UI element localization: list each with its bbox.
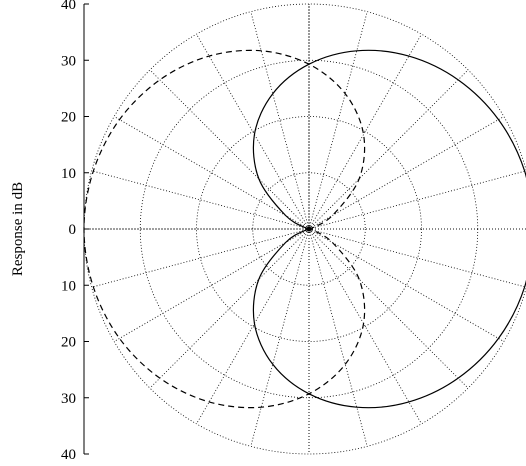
y-tick-label: 10	[61, 166, 76, 182]
grid-spoke-15	[308, 170, 526, 230]
y-tick-label: 30	[61, 53, 76, 69]
origin-marker	[306, 226, 312, 232]
y-tick-label: 20	[61, 335, 76, 351]
data-series	[83, 49, 526, 409]
y-tick-label: 40	[61, 447, 76, 463]
grid-spoke-195	[91, 228, 310, 288]
y-tick-label: 30	[61, 391, 76, 407]
grid-spoke-255	[250, 228, 310, 447]
grid-spoke-75	[308, 11, 368, 230]
grid-spoke-120	[196, 33, 310, 230]
grid-circle-20	[196, 116, 422, 342]
y-tick-label: 20	[61, 110, 76, 126]
y-axis-label: Response in dB	[10, 182, 26, 276]
grid-spoke-105	[250, 11, 310, 230]
y-tick-label: 10	[61, 278, 76, 294]
y-tick-label: 0	[69, 222, 77, 238]
grid-spoke-345	[308, 228, 526, 288]
polar-grid	[83, 3, 526, 455]
y-tick-label: 40	[61, 0, 76, 13]
grid-spoke-240	[196, 228, 310, 425]
grid-spoke-330	[308, 228, 505, 342]
series-dashed-line	[83, 49, 366, 409]
grid-spoke-45	[308, 69, 469, 230]
grid-spoke-30	[308, 116, 505, 230]
chart-axes	[83, 3, 89, 455]
grid-spoke-315	[308, 228, 469, 389]
grid-spoke-165	[91, 170, 310, 230]
y-tick-labels: 40 30 20 10 0 10 20 30 40	[61, 0, 76, 463]
